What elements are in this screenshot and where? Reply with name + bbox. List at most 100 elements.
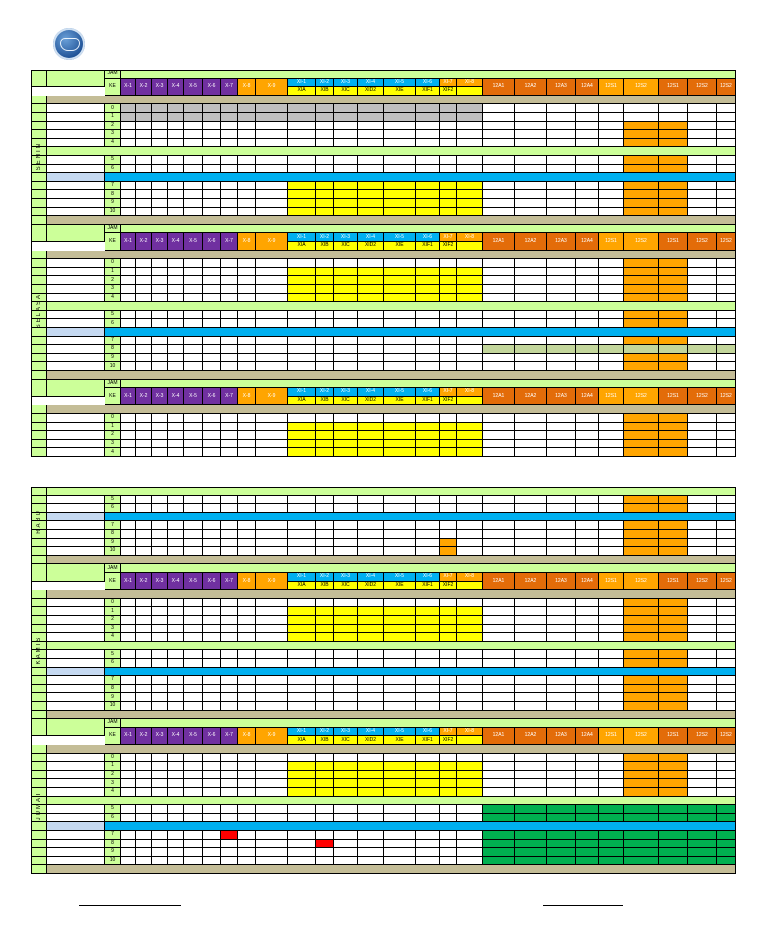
class-header: 12S2 [624,78,659,96]
schedule-cell [136,762,152,771]
class-subheader: XIE [384,87,416,96]
schedule-cell [416,362,440,371]
schedule-cell [288,431,316,440]
schedule-cell [384,684,416,694]
schedule-cell [288,422,316,432]
schedule-cell [717,805,736,814]
schedule-cell [384,848,416,857]
schedule-cell [717,598,736,608]
schedule-cell [717,788,736,797]
schedule-cell [358,422,384,432]
schedule-cell [316,650,334,659]
schedule-cell [288,310,316,320]
period-number: 8 [105,839,121,849]
schedule-cell [288,414,316,423]
schedule-cell [121,624,136,634]
header-band [121,70,736,79]
schedule-cell [483,788,515,797]
period-number: 1 [105,762,121,771]
class-header: X-7 [221,573,238,591]
schedule-cell [221,538,238,548]
separator-band [47,405,736,414]
schedule-cell [168,285,184,294]
schedule-cell [168,684,184,694]
schedule-cell [483,431,515,440]
schedule-cell [440,616,457,625]
schedule-cell [168,616,184,625]
class-header: XI-2 [316,727,334,737]
schedule-cell [457,199,483,208]
schedule-cell [168,676,184,685]
schedule-cell [121,199,136,208]
schedule-cell [440,650,457,659]
schedule-cell [483,839,515,849]
schedule-cell [440,659,457,668]
schedule-cell [457,207,483,217]
schedule-cell [384,345,416,354]
schedule-cell [599,650,624,659]
schedule-cell [599,319,624,328]
day-label-cell [31,659,47,668]
schedule-cell [152,633,168,642]
schedule-cell [576,431,599,440]
schedule-cell [515,199,547,208]
schedule-cell [515,813,547,823]
teacher-name-cell [47,431,105,440]
schedule-cell [457,121,483,131]
schedule-cell [416,422,440,432]
schedule-cell [238,362,256,371]
schedule-cell [288,362,316,371]
schedule-cell [184,448,203,457]
schedule-cell [416,856,440,866]
day-label-cell [31,616,47,625]
class-header: 12S1 [659,233,688,251]
schedule-cell [334,831,358,840]
schedule-cell [256,422,288,432]
class-header: 12S1 [599,573,624,591]
teacher-name-cell [47,813,105,823]
class-header: XI-4 [358,78,384,88]
schedule-cell [416,414,440,423]
schedule-cell [168,336,184,346]
schedule-cell [121,319,136,328]
schedule-cell [358,831,384,840]
schedule-cell [152,181,168,191]
schedule-cell [203,805,221,814]
day-label-cell [31,199,47,208]
schedule-cell [688,839,717,849]
teacher-name-cell [47,345,105,354]
schedule-cell [136,779,152,788]
break-band [105,173,736,182]
schedule-cell [688,345,717,354]
schedule-cell [416,267,440,277]
schedule-cell [384,813,416,823]
separator-band [47,710,736,720]
schedule-cell [221,702,238,711]
schedule-cell [659,181,688,191]
schedule-cell [358,779,384,788]
schedule-cell [121,693,136,702]
schedule-cell [238,448,256,457]
schedule-cell [184,104,203,113]
schedule-cell [136,856,152,866]
class-subheader: XID2 [358,736,384,745]
schedule-cell [416,319,440,328]
schedule-cell [659,345,688,354]
schedule-cell [515,598,547,608]
class-header: 12A2 [515,78,547,96]
schedule-cell [547,521,576,530]
schedule-cell [168,521,184,530]
schedule-cell [184,538,203,548]
schedule-cell [440,521,457,530]
schedule-cell [238,310,256,320]
class-header: X-3 [152,727,168,745]
schedule-cell [384,779,416,788]
schedule-cell [203,547,221,556]
schedule-cell [203,624,221,634]
schedule-cell [203,414,221,423]
schedule-cell [221,753,238,763]
schedule-cell [483,779,515,788]
schedule-cell [288,530,316,539]
separator-band [47,865,736,874]
schedule-cell [152,659,168,668]
